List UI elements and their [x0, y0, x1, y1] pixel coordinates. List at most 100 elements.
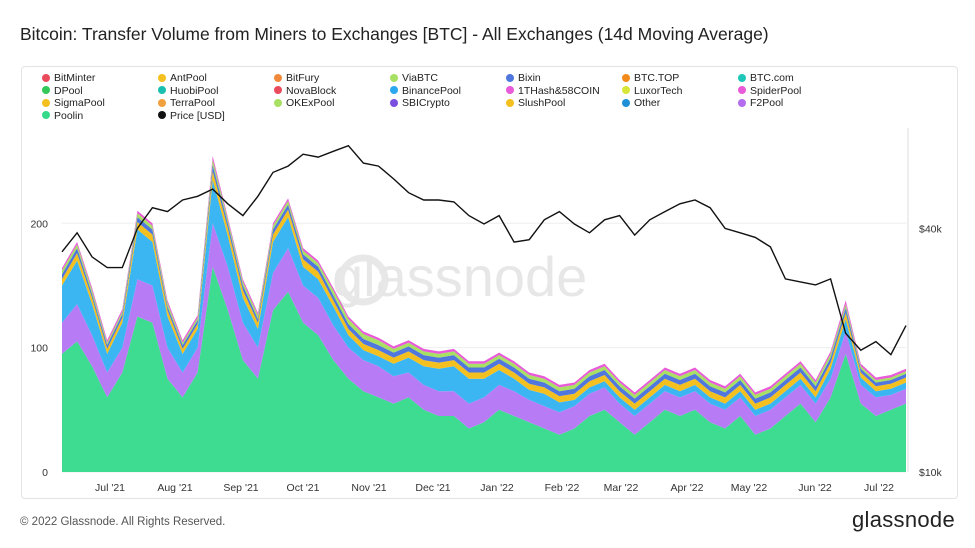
legend-item[interactable]: OKExPool: [274, 97, 334, 109]
legend-swatch: [622, 98, 630, 107]
legend-label: BitMinter: [54, 72, 96, 84]
y-left-tick-label: 100: [30, 343, 48, 355]
legend-item[interactable]: SpiderPool: [738, 85, 801, 97]
legend-item[interactable]: 1THash&58COIN: [506, 85, 600, 97]
legend-item[interactable]: Price [USD]: [158, 110, 225, 122]
area-viabtc: [62, 159, 906, 399]
legend-item[interactable]: BTC.com: [738, 72, 794, 84]
price-line-group: [61, 144, 907, 356]
legend-label: BTC.TOP: [634, 72, 680, 84]
brand-logo: glassnode: [852, 507, 955, 532]
legend-item[interactable]: HuobiPool: [158, 85, 218, 97]
legend-label: SlushPool: [518, 97, 566, 109]
x-tick-label: May '22: [731, 482, 768, 494]
x-tick-label: Nov '21: [351, 482, 386, 494]
legend-item[interactable]: AntPool: [158, 72, 207, 84]
legend-label: NovaBlock: [286, 84, 337, 97]
legend-item[interactable]: Poolin: [42, 110, 83, 122]
legend-item[interactable]: SlushPool: [506, 97, 565, 109]
legend-label: DPool: [54, 84, 83, 97]
x-tick-label: Mar '22: [604, 482, 639, 494]
legend-label: BitFury: [286, 72, 320, 84]
area-other: [62, 179, 906, 416]
legend-swatch: [274, 98, 282, 107]
area-poolin: [62, 266, 906, 472]
y-left-tick-label: 0: [42, 467, 48, 479]
area-antpool: [62, 171, 906, 410]
x-tick-label: Oct '21: [287, 482, 320, 494]
legend-item[interactable]: BitFury: [274, 72, 319, 84]
legend-label: SBICrypto: [402, 97, 450, 109]
legend-item[interactable]: ViaBTC: [390, 72, 438, 84]
legend-swatch: [158, 86, 166, 94]
legend-item[interactable]: SBICrypto: [390, 97, 450, 109]
area-binancepool: [62, 164, 906, 404]
legend-swatch: [738, 86, 746, 94]
svg-text:glassnode: glassnode: [332, 245, 587, 308]
legend-item[interactable]: LuxorTech: [622, 85, 682, 97]
legend-item[interactable]: BTC.TOP: [622, 72, 679, 84]
legend-swatch: [42, 86, 50, 94]
legend-item[interactable]: TerraPool: [158, 97, 215, 109]
legend-swatch: [738, 73, 746, 82]
price-usd-line: [61, 144, 907, 356]
axes: 0 100 200 $10k $40k Jul '21 Aug '21 Sep '21 Oct …: [30, 128, 943, 494]
legend-label: BTC.com: [750, 72, 794, 84]
x-tick-label: Dec '21: [415, 482, 450, 494]
legend-swatch: [506, 86, 514, 94]
x-tick-label: Jul '22: [864, 482, 894, 494]
legend-label: F2Pool: [750, 97, 784, 109]
legend-item[interactable]: SigmaPool: [42, 97, 105, 109]
legend-label: TerraPool: [170, 97, 215, 109]
legend-item[interactable]: BitMinter: [42, 72, 95, 84]
stacked-areas: [62, 156, 906, 472]
legend-label: BinancePool: [402, 84, 461, 97]
legend-swatch: [390, 73, 398, 82]
legend-label: 1THash&58COIN: [518, 84, 600, 97]
x-tick-label: Jun '22: [798, 482, 832, 494]
x-tick-label: Aug '21: [157, 482, 192, 494]
y-left-tick-label: 200: [30, 218, 48, 230]
legend-item[interactable]: DPool: [42, 85, 83, 97]
legend-swatch: [42, 73, 50, 82]
legend-swatch: [158, 111, 166, 119]
legend-item[interactable]: BinancePool: [390, 85, 461, 97]
legend-label: SigmaPool: [54, 97, 105, 109]
legend-label: Other: [634, 97, 661, 109]
legend-swatch: [506, 73, 514, 82]
x-tick-label: Sep '21: [223, 482, 258, 494]
legend-label: AntPool: [170, 72, 207, 84]
legend-swatch: [622, 86, 630, 94]
legend-swatch: [738, 98, 746, 107]
legend-swatch: [390, 98, 398, 107]
legend-label: ViaBTC: [402, 72, 438, 84]
copyright-footer: © 2022 Glassnode. All Rights Reserved.: [20, 516, 226, 528]
x-tick-label: Jan '22: [480, 482, 514, 494]
legend-item[interactable]: Bixin: [506, 72, 541, 84]
watermark: glassnode: [332, 245, 587, 308]
legend-label: OKExPool: [286, 97, 335, 109]
x-tick-label: Jul '21: [95, 482, 125, 494]
area-spiderpool: [62, 156, 906, 395]
y-right-tick-label: $10k: [919, 467, 943, 479]
legend-item[interactable]: F2Pool: [738, 97, 783, 109]
legend-swatch: [506, 98, 514, 107]
legend-label: HuobiPool: [170, 84, 219, 97]
legend-item[interactable]: Other: [622, 97, 660, 109]
x-tick-label: Apr '22: [671, 482, 704, 494]
legend-label: LuxorTech: [634, 84, 683, 97]
y-right-tick-label: $40k: [919, 223, 943, 235]
legend-swatch: [390, 86, 398, 94]
legend-swatch: [42, 111, 50, 119]
legend-label: Bixin: [518, 72, 541, 84]
legend-swatch: [274, 73, 282, 82]
chart-title: Bitcoin: Transfer Volume from Miners to …: [20, 24, 769, 44]
legend-item[interactable]: NovaBlock: [274, 85, 336, 97]
area-f2pool: [62, 223, 906, 435]
legend-label: Poolin: [54, 109, 84, 122]
legend-label: Price [USD]: [170, 109, 225, 122]
legend-swatch: [622, 73, 630, 82]
legend-swatch: [158, 73, 166, 82]
legend-swatch: [274, 86, 282, 94]
